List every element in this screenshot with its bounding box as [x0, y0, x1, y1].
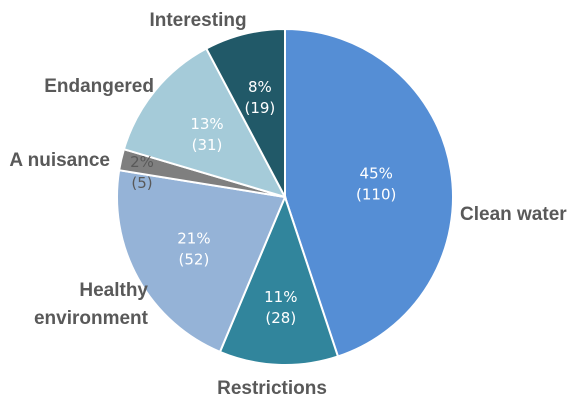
pie-slice-endangered	[122, 47, 287, 199]
count-label: (28)	[265, 309, 296, 327]
pie-slice-interesting	[204, 27, 286, 198]
pie-slices	[116, 27, 454, 366]
count-label: (52)	[179, 251, 210, 269]
percent-label: 2%	[130, 153, 154, 171]
percent-label: 45%	[360, 164, 393, 182]
value-label-clean-water: 45% (110)	[356, 164, 396, 203]
value-label-restrictions: 11% (28)	[264, 288, 297, 327]
count-label: (110)	[356, 185, 396, 203]
pie-slice-restrictions	[218, 194, 340, 366]
pie-slice-clean-water	[284, 27, 454, 358]
value-label-endangered: 13% (31)	[190, 115, 223, 154]
pie-value-labels: 45% (110)11% (28)21% (52)2% (5)13% (31)8% (19)	[130, 78, 396, 327]
count-label: (19)	[244, 99, 275, 117]
value-label-healthy-environment: 21% (52)	[177, 230, 210, 269]
pie-category-labels: Clean water Restrictions Healthy environmen…	[9, 10, 567, 399]
pie-slice-healthy-environment	[116, 169, 287, 354]
category-label-endangered: Endangered	[44, 76, 154, 97]
count-label: (5)	[131, 174, 152, 192]
category-label-interesting: Interesting	[149, 10, 246, 31]
category-label-clean-water: Clean water	[460, 204, 567, 225]
value-label-a-nuisance: 2% (5)	[130, 153, 154, 192]
percent-label: 11%	[264, 288, 297, 306]
percent-label: 8%	[248, 78, 272, 96]
category-label-healthy-environment: Healthy environment	[34, 280, 149, 329]
category-label-restrictions: Restrictions	[217, 378, 327, 399]
value-label-interesting: 8% (19)	[244, 78, 275, 117]
category-label-a-nuisance: A nuisance	[9, 150, 110, 171]
percent-label: 13%	[190, 115, 223, 133]
count-label: (31)	[192, 136, 223, 154]
percent-label: 21%	[177, 230, 210, 248]
